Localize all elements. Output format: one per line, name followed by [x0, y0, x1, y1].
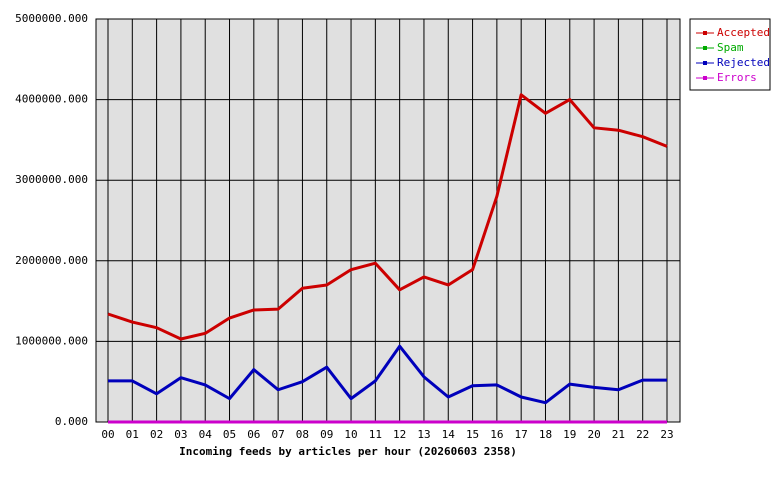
- x-tick-label: 22: [636, 428, 649, 441]
- legend-marker: [703, 31, 707, 35]
- series-line: [107, 93, 668, 341]
- x-tick-label: 18: [539, 428, 552, 441]
- x-tick-label: 11: [369, 428, 382, 441]
- legend-label: Rejected: [717, 56, 770, 69]
- legend-label: Errors: [717, 71, 757, 84]
- x-tick-label: 14: [442, 428, 456, 441]
- x-tick-label: 08: [296, 428, 309, 441]
- y-tick-label: 1000000.000: [15, 334, 88, 347]
- series-line: [108, 344, 667, 405]
- x-tick-label: 23: [660, 428, 673, 441]
- x-tick-label: 06: [247, 428, 260, 441]
- y-tick-label: 4000000.000: [15, 93, 88, 106]
- y-tick-label: 3000000.000: [15, 173, 88, 186]
- x-tick-label: 10: [344, 428, 357, 441]
- plot-area: [95, 18, 681, 423]
- y-tick-label: 0.000: [55, 415, 88, 428]
- x-tick-label: 04: [199, 428, 213, 441]
- y-tick-label: 5000000.000: [15, 12, 88, 25]
- x-tick-label: 19: [563, 428, 576, 441]
- legend-label: Accepted: [717, 26, 770, 39]
- x-tick-label: 00: [101, 428, 114, 441]
- legend-label: Spam: [717, 41, 744, 54]
- x-tick-label: 01: [126, 428, 139, 441]
- x-tick-label: 05: [223, 428, 236, 441]
- x-axis-label: Incoming feeds by articles per hour (202…: [179, 445, 517, 458]
- y-tick-label: 2000000.000: [15, 254, 88, 267]
- x-tick-label: 03: [174, 428, 187, 441]
- x-tick-label: 16: [490, 428, 503, 441]
- x-tick-label: 20: [587, 428, 600, 441]
- legend-marker: [703, 76, 707, 80]
- x-tick-label: 12: [393, 428, 406, 441]
- x-tick-label: 02: [150, 428, 163, 441]
- legend-marker: [703, 46, 707, 50]
- x-tick-label: 09: [320, 428, 333, 441]
- x-tick-label: 13: [417, 428, 430, 441]
- x-tick-label: 15: [466, 428, 479, 441]
- x-tick-label: 07: [272, 428, 285, 441]
- x-tick-label: 17: [515, 428, 528, 441]
- x-tick-label: 21: [612, 428, 625, 441]
- legend-marker: [703, 61, 707, 65]
